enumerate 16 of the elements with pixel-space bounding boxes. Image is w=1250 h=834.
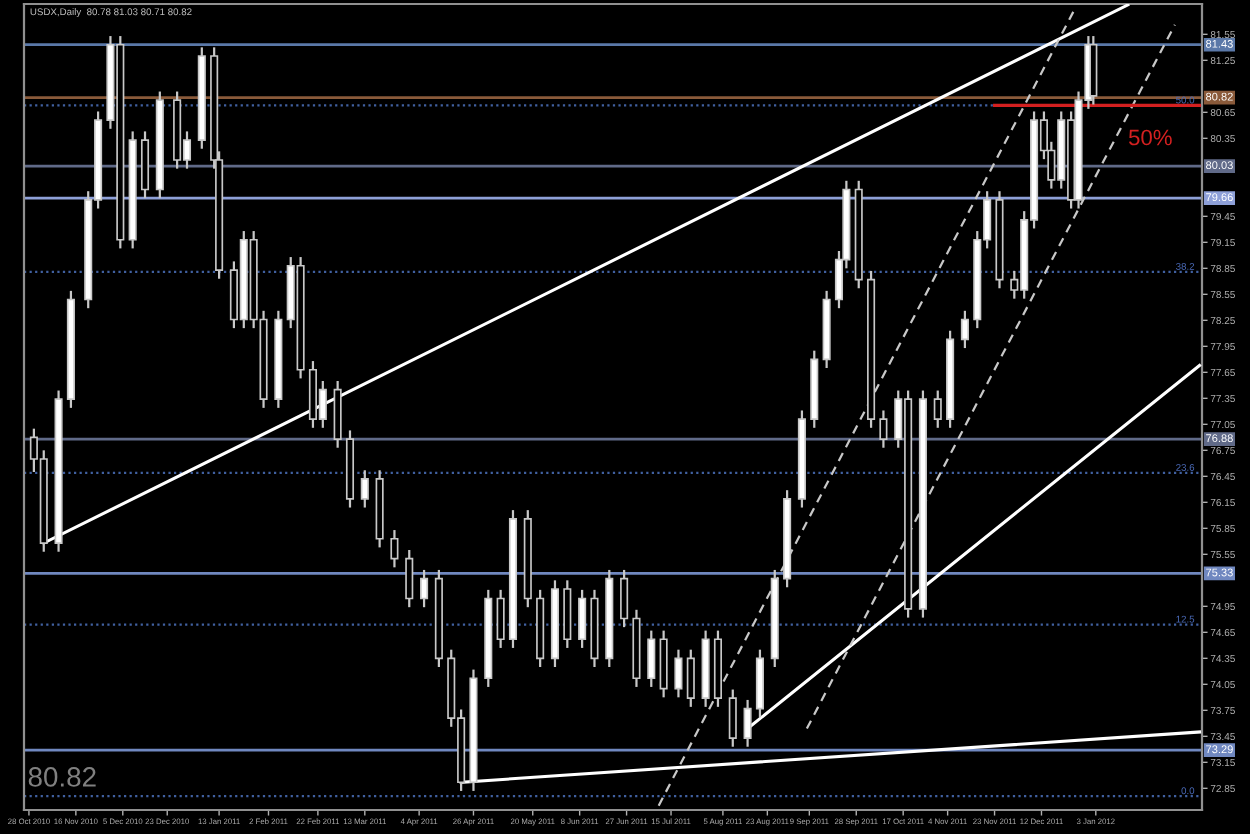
candlestick bbox=[728, 688, 737, 748]
candlestick bbox=[360, 469, 369, 509]
candlestick bbox=[405, 548, 414, 609]
candlestick bbox=[420, 568, 429, 609]
annotation: 50% bbox=[1128, 129, 1172, 146]
candlestick bbox=[578, 588, 587, 650]
candlestick bbox=[620, 568, 629, 629]
candlestick bbox=[960, 309, 969, 350]
annotation: 80.82 bbox=[28, 767, 96, 787]
candlestick bbox=[496, 588, 505, 650]
candlestick bbox=[674, 648, 683, 699]
candlestick bbox=[686, 648, 695, 708]
candlestick bbox=[879, 409, 888, 449]
candlestick bbox=[933, 389, 942, 429]
candlestick bbox=[390, 528, 399, 569]
candlestick bbox=[647, 629, 656, 689]
